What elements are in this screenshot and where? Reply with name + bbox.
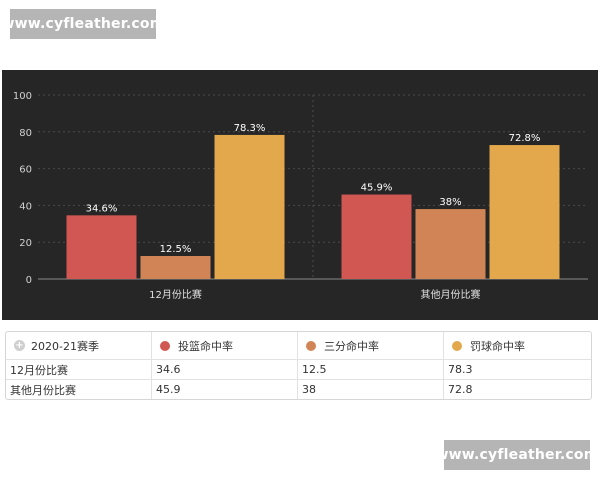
header-label: 罚球命中率 (470, 339, 525, 353)
table-cell: 12.5 (298, 360, 444, 379)
bar (341, 194, 412, 279)
table-cell: 78.3 (448, 363, 473, 376)
legend-dot-icon (452, 340, 462, 351)
data-label: 45.9% (361, 183, 393, 194)
season-label: 2020-21赛季 (31, 339, 99, 353)
bar (140, 256, 211, 279)
chart-canvas: 0 20 40 60 80 100 34.6% 12.5% 78.3% 12月份比赛 45.9% 38… (13, 91, 588, 301)
table-row: 12月份比赛 34.6 12.5 78.3 (6, 360, 591, 380)
table-cell: 72.8 (448, 383, 473, 396)
data-label: 12.5% (160, 244, 192, 255)
table-cell: 34.6 (152, 360, 298, 379)
header-label: 投篮命中率 (178, 339, 233, 353)
table-corner-cell: + 2020-21赛季 (6, 332, 152, 359)
x-tick-label: 12月份比赛 (149, 288, 202, 301)
bar (66, 215, 137, 279)
y-tick-label: 20 (19, 238, 32, 249)
y-tick-label: 60 (19, 165, 32, 176)
x-tick-label: 其他月份比赛 (421, 288, 481, 301)
bar (214, 134, 285, 279)
row-label: 12月份比赛 (6, 360, 152, 379)
table-row: 其他月份比赛 45.9 38 72.8 (6, 380, 591, 399)
y-tick-label: 40 (19, 201, 32, 212)
table-header-cell: 三分命中率 (298, 332, 444, 359)
table-header-cell: 罚球命中率 (444, 332, 591, 359)
legend-dot-icon (160, 340, 170, 351)
watermark-top: www.cyfleather.com (2, 9, 164, 39)
data-label: 38% (439, 197, 461, 208)
y-tick-label: 80 (19, 128, 32, 139)
legend-dot-icon (306, 340, 316, 351)
data-label: 72.8% (509, 133, 541, 144)
header-label: 三分命中率 (324, 339, 379, 353)
y-tick-label: 100 (13, 91, 32, 102)
watermark-bottom: www.cyfleather.com (436, 440, 598, 470)
data-label: 78.3% (234, 123, 266, 134)
table-cell: 45.9 (152, 380, 298, 399)
plus-circle-icon[interactable]: + (14, 340, 25, 351)
y-tick-label: 0 (26, 275, 32, 286)
bar (415, 209, 486, 279)
table-header-row: + 2020-21赛季 投篮命中率 三分命中率 罚球命中率 (6, 332, 591, 360)
table-cell: 38 (298, 380, 444, 399)
row-label: 其他月份比赛 (6, 380, 152, 399)
data-table: + 2020-21赛季 投篮命中率 三分命中率 罚球命中率 12月份比赛 34.… (5, 331, 592, 400)
bar-chart: 0 20 40 60 80 100 34.6% 12.5% 78.3% 12月份比赛 45.9% 38… (2, 70, 598, 320)
table-header-cell: 投篮命中率 (152, 332, 298, 359)
bar (489, 145, 560, 279)
data-label: 34.6% (86, 203, 118, 214)
